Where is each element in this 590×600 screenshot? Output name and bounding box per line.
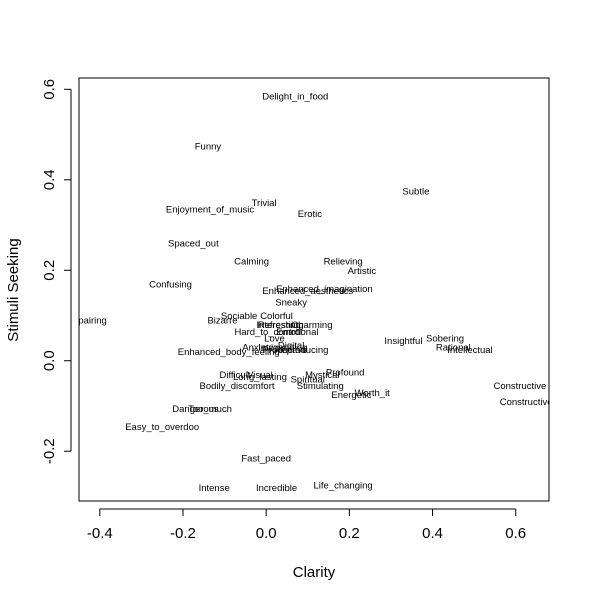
point-label: Confusing	[149, 279, 192, 290]
y-tick-label: 0.4	[41, 169, 58, 190]
point-label: Anxiety	[242, 343, 273, 354]
point-label: Productive	[262, 345, 307, 356]
point-label: Colorful	[260, 311, 293, 322]
point-label: Subtle	[402, 187, 429, 198]
y-tick-label: -0.2	[41, 438, 58, 464]
point-label: Dangerous	[172, 404, 219, 415]
y-axis-title: Stimuli Seeking	[5, 238, 22, 341]
point-label: Hard_to_control	[234, 327, 302, 338]
point-label: Visual	[247, 370, 273, 381]
point-label: Digital	[278, 340, 304, 351]
point-label: Mystical	[305, 370, 339, 381]
point-label: Trivial	[252, 198, 277, 209]
point-label: Long_lasting	[233, 372, 287, 383]
point-label: Interesting	[256, 320, 300, 331]
point-label: Bodily_discomfort	[200, 381, 275, 392]
point-label: Bizarre	[207, 316, 237, 327]
y-axis: -0.2 0.0 0.2 0.4 0.6	[41, 79, 72, 464]
point-label: Constructive	[493, 381, 546, 392]
y-tick-label: 0.2	[41, 260, 58, 281]
point-labels: Delight_in_food Funny Subtle TrivialEnjoyme…	[68, 92, 553, 494]
point-label: Difficult	[219, 370, 250, 381]
x-axis: -0.4 -0.2 0.0 0.2 0.4 0.6	[87, 508, 526, 542]
point-label: Fast_paced	[241, 454, 291, 465]
point-label: Rational	[436, 343, 471, 354]
point-label: Funny	[195, 141, 222, 152]
point-label: Enhanced_imagination	[276, 284, 373, 295]
point-label: Love	[264, 334, 285, 345]
point-label: Charming	[291, 320, 332, 331]
x-tick-label: -0.4	[87, 525, 113, 542]
x-tick-label: 0.2	[339, 525, 360, 542]
point-label: Relieving	[324, 257, 363, 268]
point-label: Insightful	[384, 336, 422, 347]
point-label: Intense	[199, 483, 230, 494]
point-label: Sociable	[221, 311, 257, 322]
point-label: Spiritual	[291, 374, 325, 385]
point-label: Intellectual	[447, 345, 492, 356]
point-label: Spaced_out	[168, 239, 219, 250]
x-tick-label: 0.4	[422, 525, 443, 542]
point-label: Easy_to_overdoo	[125, 422, 199, 433]
point-label: Stimulating	[297, 381, 344, 392]
point-label: Reproducing	[275, 345, 329, 356]
point-label: Profound	[326, 368, 365, 379]
point-label: Erotic	[298, 209, 323, 220]
point-label: Enhanced_aesthetics	[262, 286, 353, 297]
y-tick-label: 0.0	[41, 350, 58, 371]
point-label: Calming	[234, 257, 269, 268]
point-label: Impairing	[68, 316, 107, 327]
point-label: Life_changing	[314, 481, 373, 492]
x-tick-label: 0.6	[505, 525, 526, 542]
y-tick-label: 0.6	[41, 79, 58, 100]
point-label: Energetic	[331, 390, 371, 401]
x-tick-label: -0.2	[170, 525, 196, 542]
point-label: Emotional	[276, 327, 318, 338]
point-label: Too_much	[188, 404, 232, 415]
point-label: Enhanced_body_feeling	[178, 347, 280, 358]
point-label: Worth_it	[355, 388, 391, 399]
point-label: Delight_in_food	[262, 92, 328, 103]
x-tick-label: 0.0	[256, 525, 277, 542]
point-label: Sobering	[426, 334, 464, 345]
point-label: Sneaky	[275, 297, 307, 308]
point-label: Incredible	[256, 483, 297, 494]
point-label: Enjoyment_of_music	[166, 205, 254, 216]
point-label: Refreshing	[258, 320, 304, 331]
plot-frame	[78, 77, 550, 502]
x-axis-title: Clarity	[293, 564, 336, 581]
point-label: Invigorating	[258, 343, 307, 354]
point-label: Artistic	[348, 266, 377, 277]
point-label: Constructive	[500, 397, 553, 408]
